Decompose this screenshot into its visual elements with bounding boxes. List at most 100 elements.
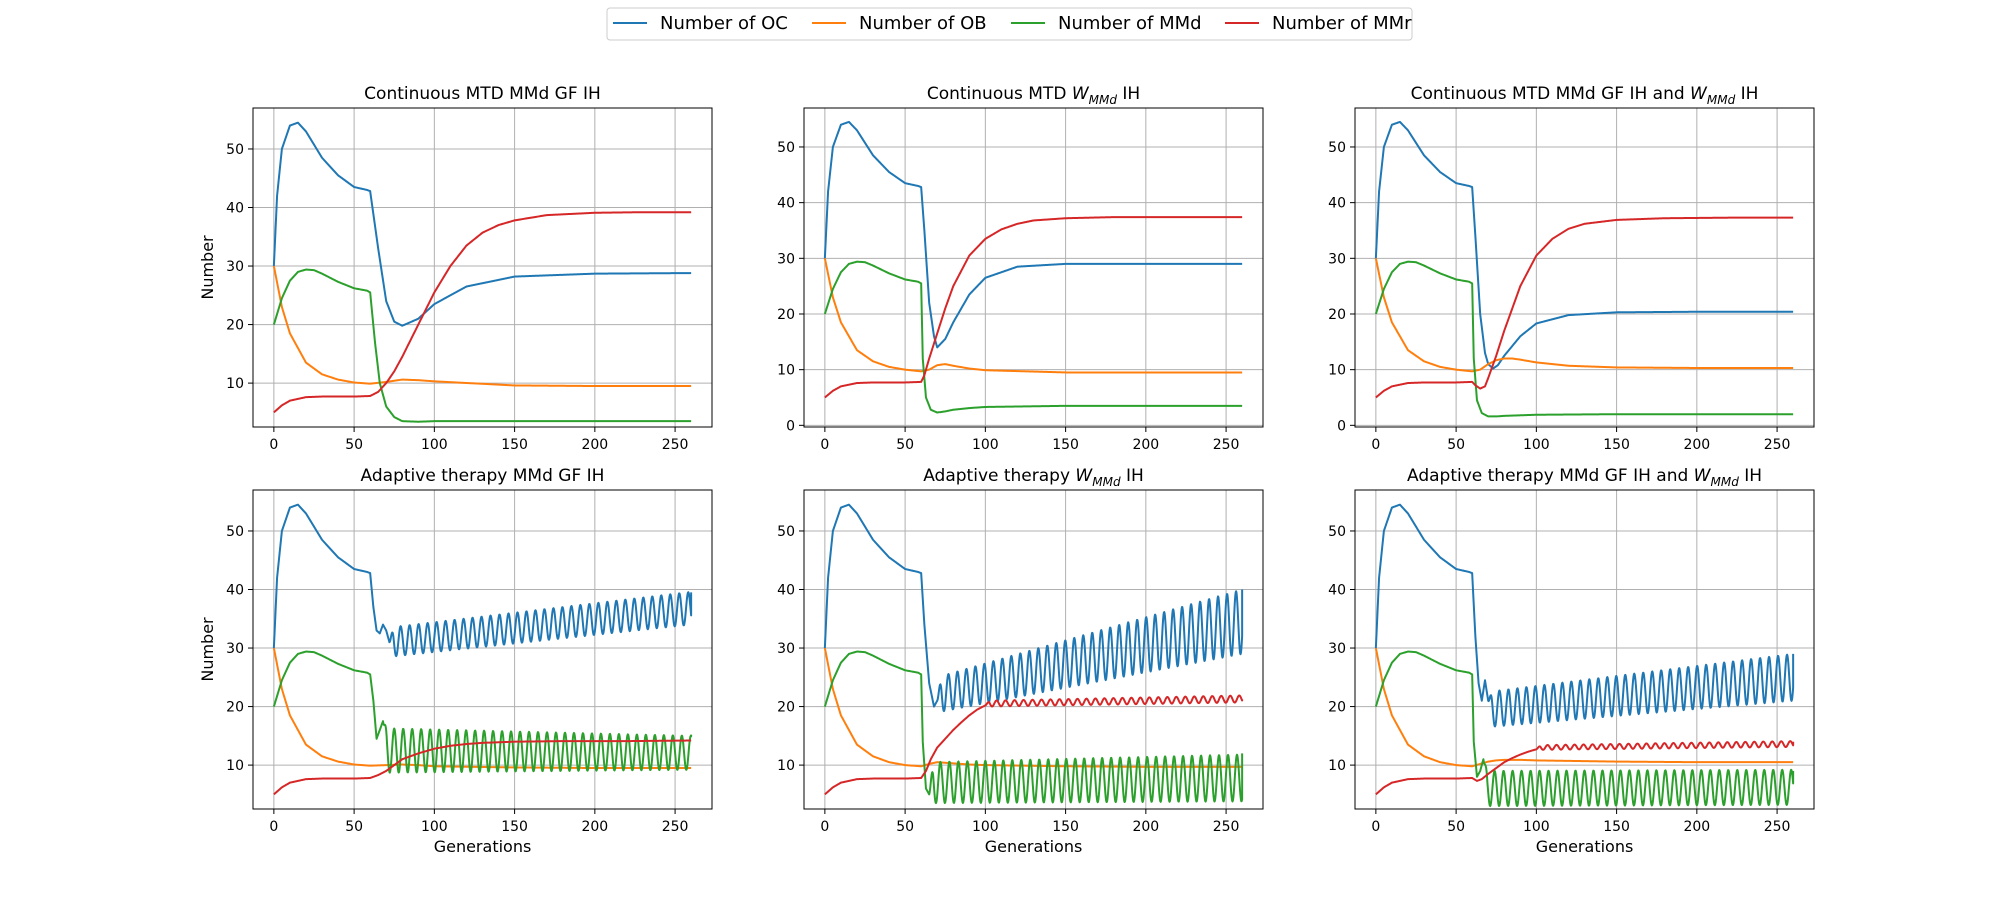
series-group: [1374, 503, 1795, 808]
y-tick-label: 10: [226, 376, 244, 392]
y-tick-label: 40: [777, 196, 795, 212]
chart-title-symbol: W: [1694, 466, 1712, 486]
y-tick-label: 50: [777, 140, 795, 156]
y-tick-label: 10: [1328, 758, 1346, 774]
chart-title-symbol: W: [1072, 84, 1090, 104]
series-line-ob: [272, 647, 692, 770]
series-line-ob: [823, 258, 1243, 374]
axes-frame: [803, 107, 1264, 428]
x-tick-label: 0: [269, 437, 278, 453]
x-tick-label: 50: [1447, 819, 1465, 835]
series-group: [1374, 120, 1794, 418]
series-line-mmr: [824, 694, 1244, 796]
chart-title-post: IH: [1735, 84, 1758, 104]
axes-frame: [252, 489, 713, 810]
y-tick-label: 20: [1328, 307, 1346, 323]
series-line-ob: [1374, 258, 1794, 373]
series-line-mmr: [1375, 216, 1794, 399]
legend-item-mmr: Number of MMr: [1225, 13, 1412, 34]
chart-title-pre: Continuous MTD MMd GF IH and: [1411, 84, 1690, 104]
x-tick-label: 100: [421, 819, 448, 835]
plot-area: [253, 108, 712, 427]
series-line-mmd: [823, 260, 1243, 414]
series-line-ob: [272, 265, 692, 388]
chart-title-post: IH: [1117, 84, 1140, 104]
axes-frame: [1354, 107, 1815, 428]
chart-title-pre: Adaptive therapy MMd GF IH and: [1407, 466, 1694, 486]
y-tick-label: 50: [777, 524, 795, 540]
y-tick-label: 0: [1337, 418, 1346, 434]
plot-area: [804, 490, 1263, 809]
x-tick-label: 100: [1523, 437, 1550, 453]
y-tick-label: 40: [226, 201, 244, 217]
series-group: [823, 120, 1243, 414]
y-tick-label: 30: [777, 641, 795, 657]
x-tick-label: 0: [269, 819, 278, 835]
chart-title-subscript: MMd: [1710, 475, 1739, 489]
series-line-oc: [1374, 503, 1795, 728]
axes-frame: [803, 489, 1264, 810]
legend-label-ob: Number of OB: [859, 13, 987, 34]
chart-title-symbol: W: [1690, 84, 1708, 104]
y-tick-label: 10: [226, 758, 244, 774]
series-line-oc: [823, 503, 1244, 713]
legend-item-mmd: Number of MMd: [1011, 13, 1202, 34]
x-tick-label: 0: [820, 437, 829, 453]
y-tick-label: 20: [777, 307, 795, 323]
chart-panel: 0 50 100 150 200 250 10 20 30 40 50 Continuous MTD …: [198, 84, 713, 453]
x-tick-label: 0: [1371, 819, 1380, 835]
plot-area: [1355, 108, 1814, 427]
chart-panel: 0 50 100 150 200 250 10 20 30 40 50 Adaptive therap…: [198, 466, 713, 856]
axes-frame: [1354, 489, 1815, 810]
x-tick-label: 200: [581, 819, 608, 835]
y-tick-label: 30: [226, 641, 244, 657]
y-tick-label: 10: [777, 363, 795, 379]
chart-title-pre: Continuous MTD: [927, 84, 1072, 104]
chart-panel: 0 50 100 150 200 250 10 20 30 40 50 Adaptive therap…: [1328, 466, 1815, 856]
y-tick-label: 20: [777, 700, 795, 716]
y-tick-label: 50: [1328, 524, 1346, 540]
x-tick-label: 100: [1523, 819, 1550, 835]
y-tick-label: 20: [226, 318, 244, 334]
chart-title-subscript: MMd: [1089, 93, 1118, 107]
series-line-mmr: [1375, 740, 1795, 796]
chart-panel: 0 50 100 150 200 250 0 10 20 30 40 50 Continuous MTD…: [1328, 84, 1815, 453]
x-tick-label: 150: [501, 437, 528, 453]
chart-title-post: IH: [1739, 466, 1762, 486]
x-tick-label: 200: [581, 437, 608, 453]
x-tick-label: 0: [820, 819, 829, 835]
series-line-ob: [1374, 647, 1794, 768]
y-tick-label: 20: [226, 700, 244, 716]
x-tick-label: 250: [662, 819, 689, 835]
series-line-oc: [823, 120, 1243, 349]
legend-label-oc: Number of OC: [660, 13, 788, 34]
x-tick-label: 250: [1213, 819, 1240, 835]
y-tick-label: 40: [1328, 196, 1346, 212]
chart-title: Continuous MTD MMd GF IH: [364, 84, 601, 104]
chart-title: Adaptive therapy WMMd IH: [923, 466, 1144, 489]
y-tick-label: 30: [226, 259, 244, 275]
chart-panel: 0 50 100 150 200 250 10 20 30 40 50 Adaptive therap…: [777, 466, 1264, 856]
x-tick-label: 250: [1213, 437, 1240, 453]
x-tick-label: 50: [345, 437, 363, 453]
legend-item-ob: Number of OB: [812, 13, 987, 34]
chart-title: Adaptive therapy MMd GF IH and WMMd IH: [1407, 466, 1762, 489]
y-tick-label: 0: [786, 418, 795, 434]
y-tick-label: 30: [1328, 641, 1346, 657]
series-line-mmd: [823, 650, 1244, 805]
y-tick-label: 10: [1328, 363, 1346, 379]
chart-title: Continuous MTD MMd GF IH and WMMd IH: [1411, 84, 1759, 107]
y-tick-label: 40: [226, 583, 244, 599]
series-line-mmr: [273, 211, 692, 414]
y-tick-label: 30: [777, 251, 795, 267]
y-tick-label: 50: [1328, 140, 1346, 156]
x-tick-label: 0: [1371, 437, 1380, 453]
x-tick-label: 200: [1132, 819, 1159, 835]
x-tick-label: 50: [345, 819, 363, 835]
chart-title-subscript: MMd: [1707, 93, 1736, 107]
x-axis-label: Generations: [434, 837, 532, 856]
x-tick-label: 150: [1052, 437, 1079, 453]
legend: Number of OC Number of OB Number of MMd …: [606, 7, 1413, 41]
x-tick-label: 250: [1764, 437, 1791, 453]
